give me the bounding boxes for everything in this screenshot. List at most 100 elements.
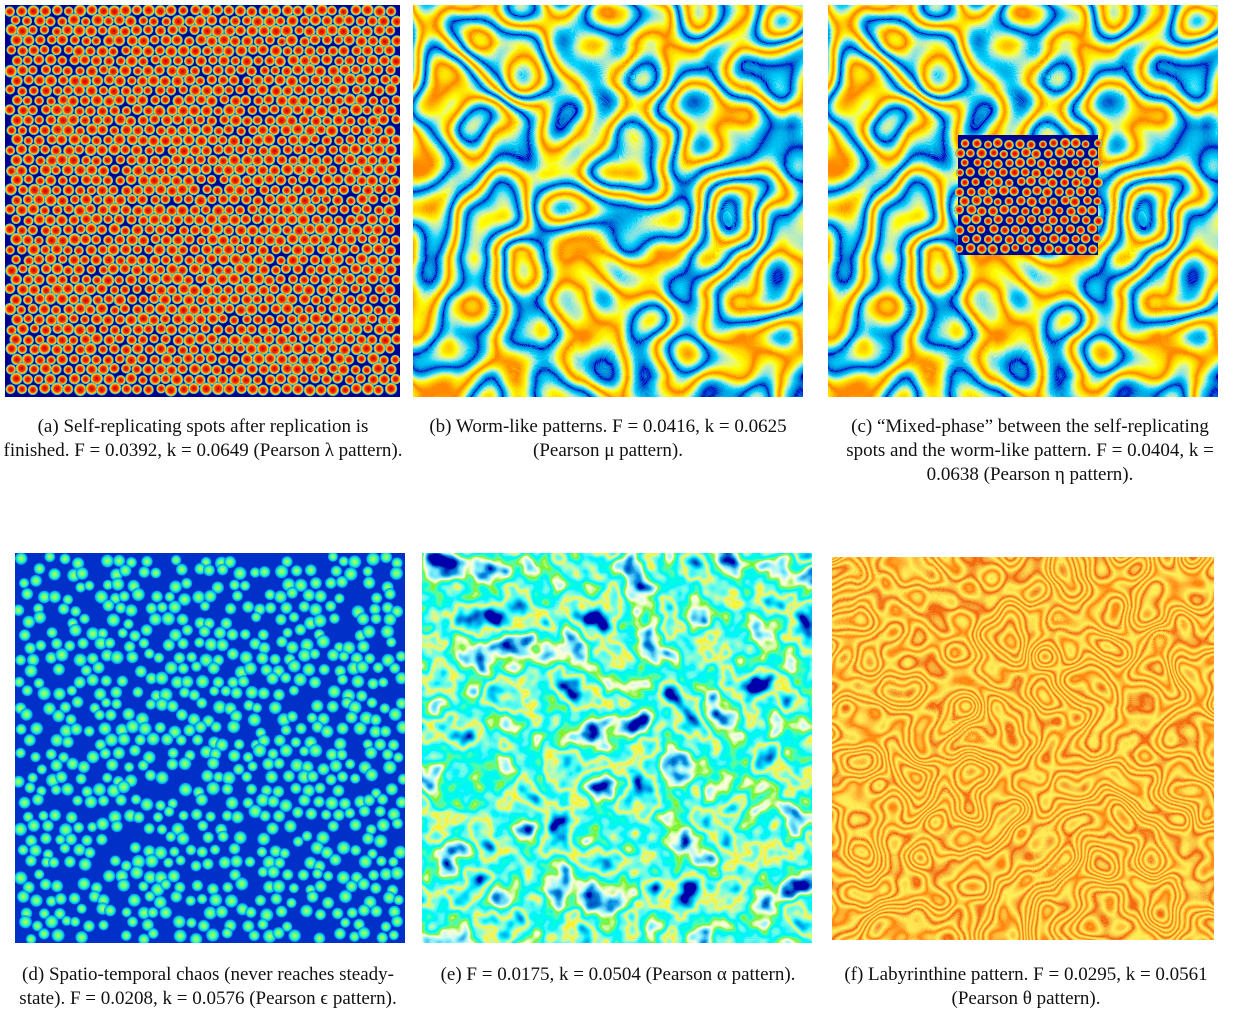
- spot: [39, 44, 49, 54]
- spot: [973, 158, 982, 167]
- spot: [339, 184, 350, 195]
- spot: [286, 710, 298, 722]
- spot: [1044, 243, 1055, 254]
- spot: [305, 344, 316, 355]
- spot: [190, 808, 203, 821]
- spot: [206, 14, 218, 26]
- spot: [1076, 205, 1087, 216]
- spot: [269, 653, 281, 665]
- spot: [298, 794, 312, 808]
- spot: [256, 652, 270, 666]
- spot: [235, 144, 246, 155]
- spot: [95, 833, 108, 846]
- pattern-image: [832, 557, 1214, 940]
- spot: [374, 805, 386, 817]
- spot: [346, 196, 356, 206]
- spot: [281, 244, 292, 255]
- caption-label: (d): [22, 964, 44, 985]
- spot: [195, 94, 207, 106]
- spot: [993, 214, 1003, 224]
- spot: [362, 576, 376, 590]
- spot: [984, 178, 993, 187]
- spot: [181, 624, 193, 636]
- spot: [992, 138, 1003, 149]
- spot: [223, 124, 234, 135]
- spot: [81, 36, 92, 47]
- spot: [374, 284, 385, 295]
- spot: [385, 163, 398, 176]
- spot: [137, 274, 148, 285]
- spot: [129, 841, 141, 853]
- spot: [219, 174, 229, 184]
- spot: [5, 245, 15, 255]
- spot: [998, 167, 1008, 177]
- spot: [11, 254, 21, 264]
- spot: [293, 84, 304, 95]
- spot: [1042, 223, 1053, 234]
- spot: [295, 722, 307, 734]
- spot: [102, 599, 115, 612]
- spot: [1009, 167, 1020, 178]
- spot: [369, 714, 382, 727]
- spot: [332, 808, 345, 821]
- spot: [138, 375, 148, 385]
- spot: [264, 193, 276, 205]
- spot: [144, 769, 157, 782]
- spot: [367, 313, 378, 324]
- spot: [961, 214, 972, 225]
- spot: [1088, 187, 1097, 196]
- spot: [355, 213, 367, 225]
- spot: [1070, 138, 1081, 149]
- spot: [51, 928, 65, 942]
- spot: [191, 661, 203, 673]
- spot: [226, 719, 240, 733]
- spot: [303, 384, 316, 397]
- spot: [362, 625, 377, 640]
- spot: [262, 133, 276, 147]
- spot: [310, 74, 322, 86]
- spot: [258, 104, 270, 116]
- caption-text: Spatio-temporal chaos (never reaches ste…: [19, 964, 396, 1009]
- spot: [361, 84, 373, 96]
- spot: [246, 324, 257, 335]
- spot: [127, 194, 138, 205]
- spot: [989, 224, 999, 234]
- spot: [282, 144, 293, 155]
- spot: [36, 764, 47, 775]
- spot: [86, 673, 100, 687]
- spot: [144, 284, 155, 295]
- spot: [34, 869, 45, 880]
- spot: [97, 25, 107, 35]
- spot: [118, 590, 130, 602]
- spot: [213, 144, 224, 155]
- spot: [315, 264, 326, 275]
- pattern-image: [5, 5, 400, 397]
- spot: [95, 817, 109, 831]
- spot: [346, 907, 358, 919]
- spot: [69, 354, 80, 365]
- spot: [1093, 197, 1102, 206]
- spot: [163, 806, 175, 818]
- spot: [236, 383, 248, 395]
- spot: [48, 567, 62, 581]
- spot: [245, 783, 257, 795]
- spot: [208, 55, 218, 65]
- spot: [236, 126, 246, 136]
- spot: [314, 880, 327, 893]
- spot: [131, 342, 144, 355]
- spot: [270, 303, 282, 315]
- spot: [242, 76, 252, 86]
- spot: [310, 134, 320, 144]
- spot: [257, 384, 269, 396]
- spot: [333, 35, 343, 45]
- spot: [321, 173, 334, 186]
- spot: [235, 877, 249, 891]
- spot: [160, 879, 172, 891]
- spot: [115, 175, 125, 185]
- spot: [321, 34, 332, 45]
- spot: [114, 354, 125, 365]
- spot: [1091, 158, 1101, 168]
- spot: [218, 253, 231, 266]
- spot: [189, 244, 201, 256]
- spot: [219, 15, 230, 26]
